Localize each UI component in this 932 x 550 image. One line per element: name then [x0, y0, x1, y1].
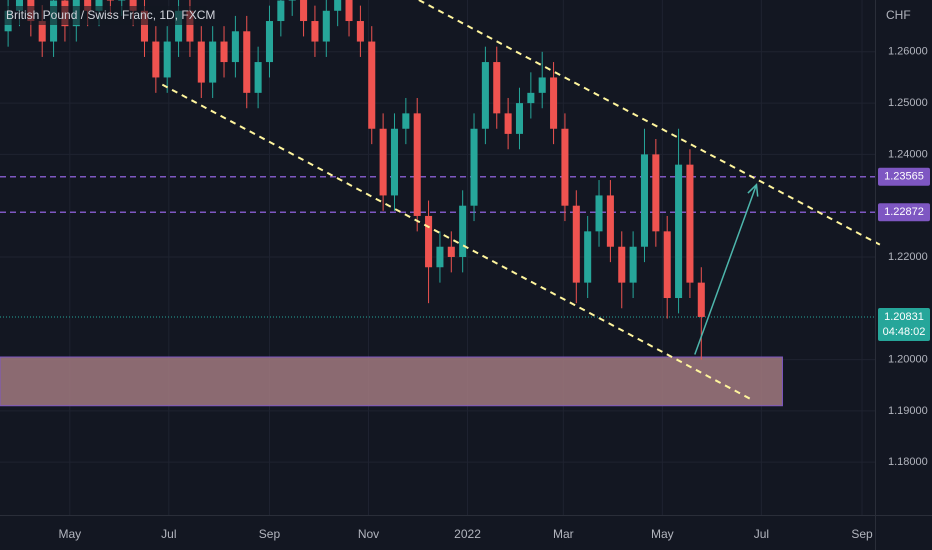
- candle-body: [595, 195, 603, 232]
- candle-body: [470, 128, 478, 206]
- axis-unit: CHF: [886, 8, 911, 22]
- x-tick-label: May: [651, 527, 674, 541]
- candle-body: [197, 41, 205, 83]
- candle-body: [95, 0, 103, 11]
- countdown-label: 04:48:02: [883, 326, 926, 338]
- candle-body: [106, 0, 114, 1]
- candle-body: [277, 0, 285, 22]
- candle-body: [152, 41, 160, 78]
- candle-body: [38, 21, 46, 42]
- projection-arrow: [694, 184, 758, 355]
- trend-line: [418, 0, 881, 246]
- y-tick-label: 1.26000: [888, 46, 928, 58]
- candle-body: [390, 128, 399, 196]
- candle-body: [618, 246, 626, 283]
- x-tick-label: Sep: [851, 527, 873, 541]
- title-backdrop: [2, 6, 207, 25]
- price-label-box: [878, 167, 930, 186]
- candle-body: [402, 113, 410, 129]
- x-tick-label: Sep: [259, 527, 281, 541]
- candle-body: [220, 41, 228, 63]
- axes: 1.26000 1.25000 1.24000 1.22000 1.20000 1.190…: [58, 46, 930, 541]
- y-tick-label: 1.22000: [888, 251, 928, 263]
- candle-body: [175, 10, 183, 42]
- candle-body: [345, 0, 353, 22]
- price-label: 1.22872: [884, 206, 924, 218]
- last-price-box: [878, 307, 930, 341]
- candle-body: [186, 10, 194, 42]
- candle-body: [436, 246, 444, 268]
- y-tick-label: 1.20000: [888, 353, 928, 365]
- candle-body: [334, 0, 342, 11]
- candle-body: [606, 195, 614, 247]
- candle-body: [550, 77, 558, 129]
- candle-body: [584, 231, 592, 283]
- last-price-label: 1.20831: [884, 311, 924, 323]
- price-label: 1.23565: [884, 171, 924, 183]
- candle-body: [15, 0, 24, 11]
- chart-title: British Pound / Swiss Franc, 1D, FXCM: [6, 8, 215, 22]
- candle-body: [231, 31, 239, 63]
- plot-area: [0, 0, 881, 407]
- price-label-box: [878, 203, 930, 222]
- candle-body: [243, 31, 251, 93]
- x-tick-label: Mar: [553, 527, 574, 541]
- candle-body: [561, 128, 569, 206]
- candle-body: [322, 10, 330, 42]
- candle-body: [675, 164, 683, 299]
- candle-body: [538, 77, 546, 93]
- candle-body: [413, 113, 421, 216]
- x-tick-label: Jul: [161, 527, 176, 541]
- candle-body: [300, 0, 308, 22]
- candle-body: [697, 282, 705, 317]
- candle-body: [572, 205, 580, 283]
- candle-body: [481, 62, 489, 129]
- candle-body: [163, 41, 171, 78]
- y-tick-label: 1.25000: [888, 97, 928, 109]
- candle-body: [629, 246, 637, 283]
- x-tick-label: May: [58, 527, 81, 541]
- x-tick-label: Nov: [358, 527, 379, 541]
- x-tick-label: 2022: [454, 527, 481, 541]
- candle-body: [379, 128, 387, 196]
- candle-body: [356, 21, 364, 42]
- candle-body: [504, 113, 512, 134]
- y-tick-label: 1.24000: [888, 148, 928, 160]
- candle-body: [311, 21, 319, 42]
- candle-body: [652, 154, 660, 232]
- candle-body: [447, 246, 455, 257]
- candle-body: [118, 0, 126, 1]
- candle-body: [515, 103, 524, 134]
- candle-body: [493, 62, 501, 114]
- candle-body: [140, 10, 149, 42]
- y-tick-label: 1.18000: [888, 456, 928, 468]
- candle-body: [209, 41, 217, 83]
- candle-body: [663, 231, 671, 299]
- candle-body: [686, 164, 694, 283]
- candle-body: [368, 41, 376, 129]
- arrow-head: [747, 183, 759, 197]
- candle-body: [129, 0, 137, 11]
- candle-body: [527, 92, 535, 104]
- y-tick-label: 1.19000: [888, 405, 928, 417]
- x-tick-label: Jul: [754, 527, 769, 541]
- candle-body: [84, 0, 92, 11]
- trend-line: [161, 83, 753, 401]
- candle-body: [459, 205, 467, 257]
- candle-body: [640, 154, 649, 247]
- support-zone: [0, 356, 783, 407]
- candle-body: [265, 21, 274, 63]
- candle-body: [425, 215, 433, 268]
- candle-body: [288, 0, 296, 1]
- candle-body: [254, 62, 262, 93]
